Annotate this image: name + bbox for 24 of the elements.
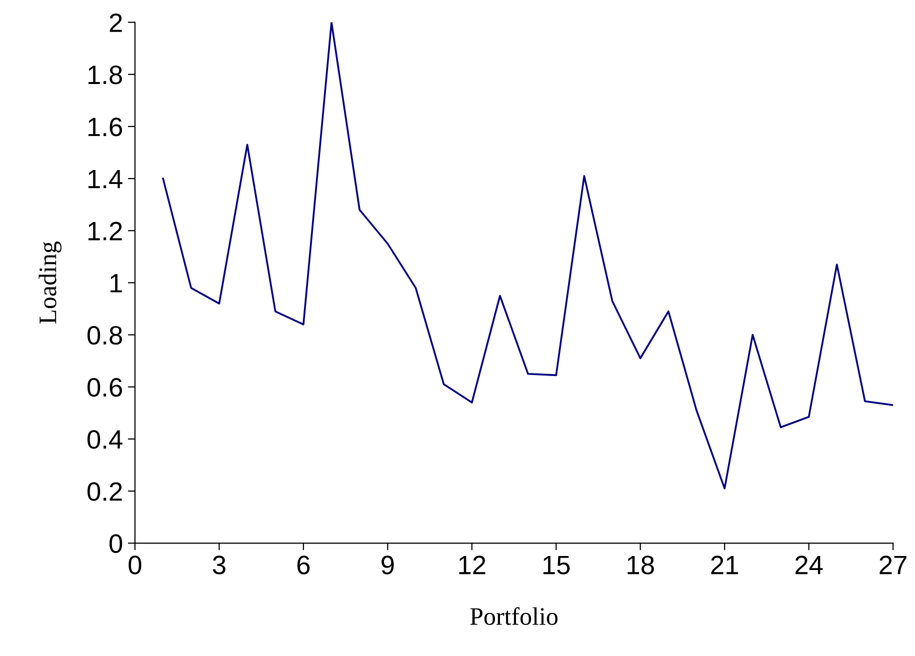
line-series (162, 22, 894, 490)
y-tick-label: 2 (110, 13, 122, 32)
y-axis-title: Loading (38, 242, 62, 324)
y-tick-label: 0.4 (88, 430, 122, 449)
x-tick-label: 0 (128, 556, 142, 574)
x-axis-title: Portfolio (470, 607, 558, 625)
x-tick-label: 12 (459, 556, 486, 574)
x-tick-label: 9 (382, 556, 394, 574)
y-tick-label: 1.2 (88, 222, 122, 240)
x-tick-label: 27 (880, 556, 906, 574)
y-tick-label: 0.8 (88, 326, 122, 345)
y-tick-label: 0 (110, 534, 122, 553)
x-tick-label: 24 (795, 556, 823, 574)
y-tick-label: 1.8 (88, 66, 122, 84)
y-tick-label: 1 (110, 274, 122, 292)
x-tick-label: 15 (543, 556, 570, 574)
y-tick-label: 1.6 (88, 118, 122, 136)
y-tick-label: 0.2 (88, 482, 122, 501)
x-tick-label: 21 (711, 556, 738, 574)
y-tick-label: 0.6 (88, 378, 122, 397)
x-tick-label: 3 (212, 556, 226, 574)
y-tick-label: 1.4 (88, 170, 122, 188)
x-tick-label: 18 (628, 556, 654, 574)
x-tick-label: 6 (297, 556, 310, 574)
